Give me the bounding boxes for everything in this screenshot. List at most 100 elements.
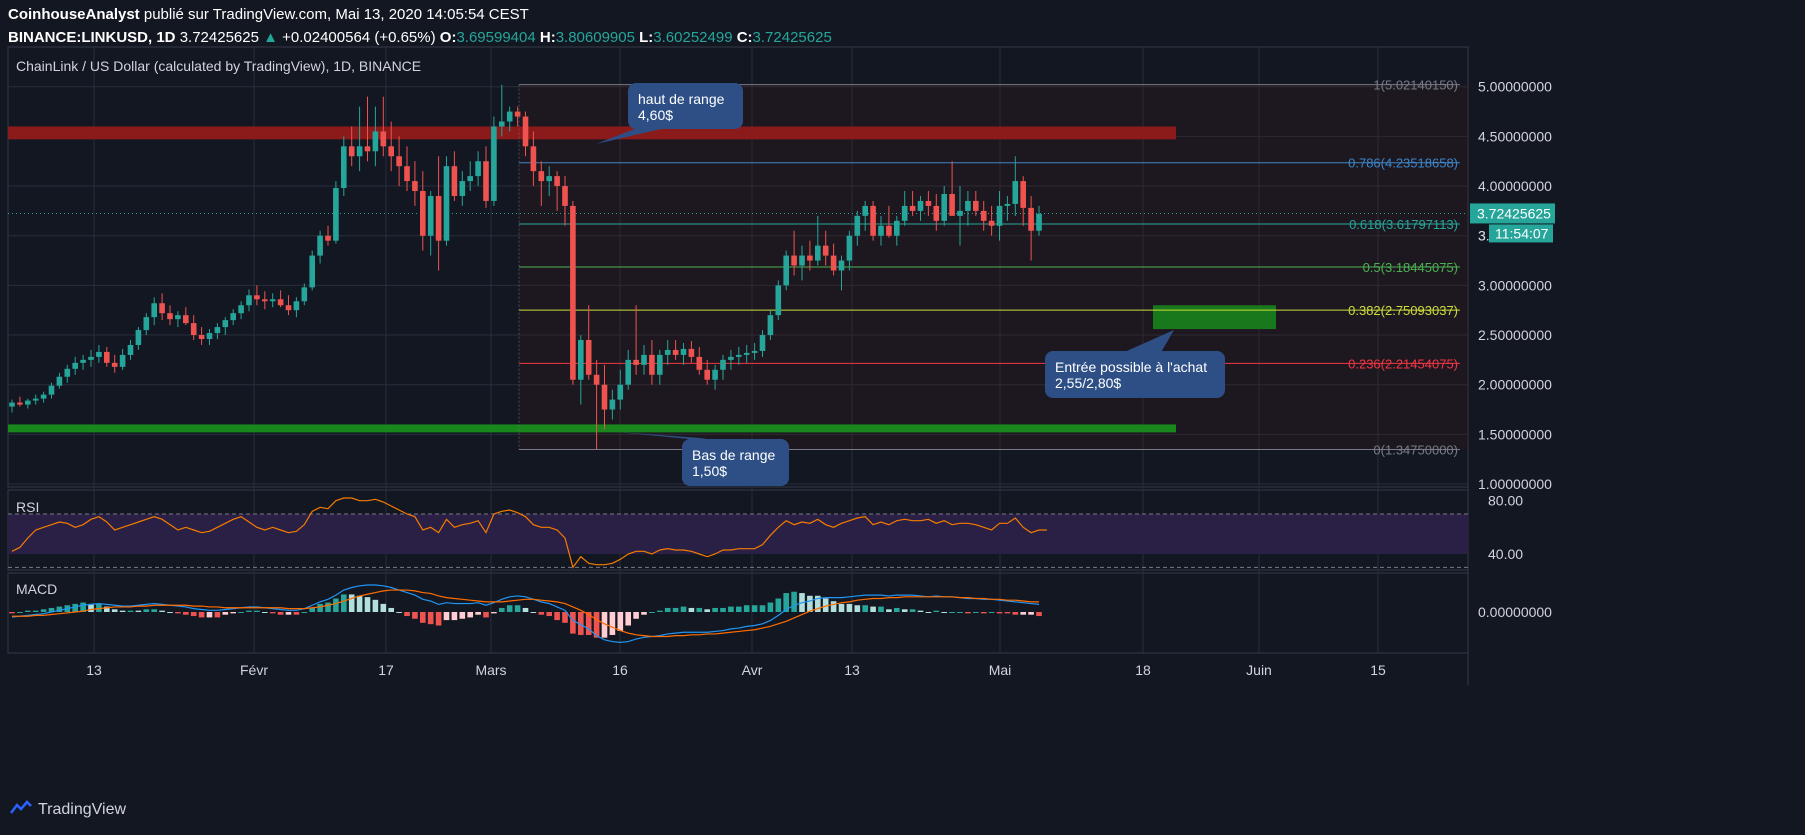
price-tick-label: 1.00000000 [1478,476,1552,492]
macd-histogram-bar [396,612,402,613]
macd-line [11,584,1040,644]
macd-histogram-bar [807,595,813,612]
published-text: publié sur TradingView.com, Mai 13, 2020… [143,6,529,23]
candle-body [625,359,631,385]
time-tick-label: 13 [844,662,860,678]
candle-body [664,349,671,355]
last-price-badge-text: 3.72425625 [1477,205,1551,221]
macd-histogram-bar [870,606,876,612]
macd-histogram-bar [190,612,197,617]
macd-histogram-bar [175,612,181,614]
price-tick-label: 4.00000000 [1478,178,1552,194]
macd-tick-label: 0.00000000 [1478,604,1552,620]
candle-body [127,344,134,355]
candle-body [388,146,394,157]
macd-histogram-bar [743,605,750,612]
macd-histogram-bar [633,612,639,619]
candle-body [190,323,197,336]
macd-histogram-bar [815,595,821,612]
macd-histogram-bar [601,612,608,638]
macd-histogram-bar [56,606,63,612]
macd-histogram-bar [435,612,442,626]
candle-body [111,362,118,367]
candle-body [886,225,892,236]
macd-histogram-bar [80,602,86,612]
candle-body [404,166,410,182]
macd-histogram-bar [451,612,458,621]
candle-body [720,359,726,370]
macd-histogram-bar [894,607,900,612]
candle-body [933,205,940,221]
candle-body [499,121,505,127]
macd-histogram-bar [965,612,971,614]
candle-body [333,188,339,241]
macd-histogram-bar [696,607,703,612]
macd-histogram-bar [111,609,118,612]
macd-histogram-bar [791,591,797,612]
candle-body [830,255,837,271]
candle-body [238,305,244,314]
macd-histogram-bar [285,612,292,615]
candle-body [759,335,766,351]
candle-body [728,356,734,360]
candle-body [554,176,560,187]
macd-histogram-bar [183,612,189,615]
candle-body [1004,203,1011,206]
macd-histogram-bar [104,606,110,612]
macd-histogram-bar [649,612,655,613]
candle-body [104,351,110,363]
candle-body [325,235,331,241]
fib-level-label: 1(5.02140150) [1373,78,1458,93]
macd-histogram-bar [222,612,229,615]
candle-body [143,317,150,331]
macd-histogram-bar [585,612,592,635]
macd-histogram-bar [909,609,916,612]
candle-body [475,161,481,177]
candle-body [459,181,466,196]
macd-histogram-bar [301,612,308,613]
candle-body [546,176,552,182]
candle-body [822,245,829,256]
macd-histogram-bar [25,610,31,612]
macd-histogram-bar [254,610,260,612]
macd-histogram-bar [119,610,126,612]
candle-body [815,245,821,261]
candle-body [514,111,521,117]
price-tick-label: 2.00000000 [1478,377,1552,393]
time-tick-label: Juin [1246,662,1272,678]
close-value: 3.72425625 [752,29,832,46]
resistance-zone [8,126,1176,140]
high-label: H: [539,29,556,46]
macd-histogram-bar [40,609,47,612]
fib-level-label: 0(1.34750000) [1373,443,1458,458]
candle-body [530,146,537,172]
fib-level-label: 0.5(3.18445075) [1363,260,1458,275]
macd-histogram-bar [459,612,466,619]
macd-histogram-bar [317,603,323,612]
macd-histogram-bar [96,603,102,612]
macd-histogram-bar [238,612,244,613]
price-tick-label: 5.00000000 [1478,79,1552,95]
candle-body [538,171,545,182]
candle-body [135,330,142,345]
callout-top-pointer [596,127,670,144]
time-tick-label: 16 [612,662,628,678]
candle-body [1020,181,1026,208]
candle-body [159,303,165,314]
author-name[interactable]: CoinhouseAnalyst [8,6,140,23]
tradingview-brand[interactable]: TradingView [10,800,126,819]
candle-body [372,131,379,152]
macd-histogram-bar [973,612,979,613]
macd-histogram-bar [356,595,363,612]
candle-body [562,186,568,206]
countdown-badge [1489,224,1553,243]
macd-histogram-bar [996,612,1003,614]
candle-body [712,369,718,380]
macd-histogram-bar [427,612,434,625]
tradingview-logo-icon [10,800,32,819]
brand-label: TradingView [38,800,127,818]
low-value: 3.60252499 [653,29,733,46]
candle-body [183,315,189,324]
last-price-badge [1470,203,1555,224]
